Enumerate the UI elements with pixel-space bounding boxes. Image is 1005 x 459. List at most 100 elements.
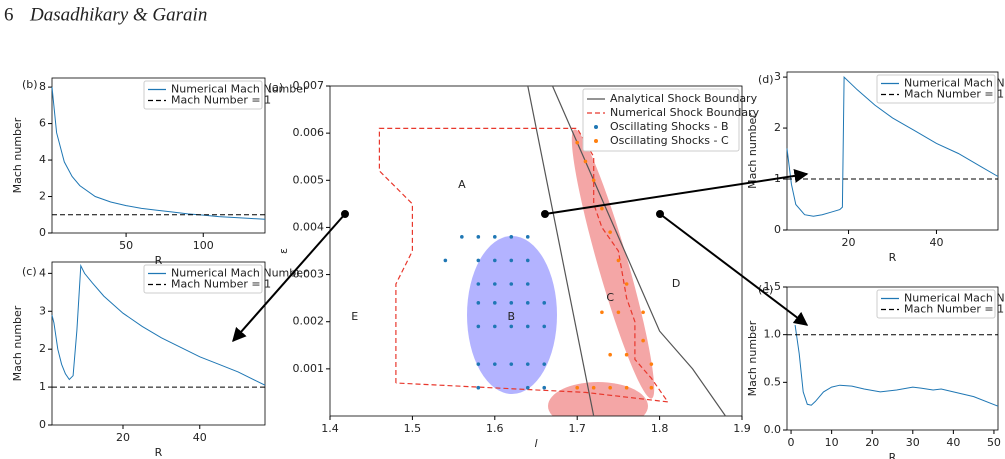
x-axis-label: R [889, 251, 897, 264]
x-tick-label: 1.7 [568, 422, 586, 435]
x-tick-label: 40 [929, 236, 943, 249]
point [600, 310, 604, 315]
point [509, 324, 514, 329]
point [476, 235, 481, 239]
region-label: D [672, 277, 680, 290]
panel-label: (d) [758, 73, 774, 86]
panel-label: (b) [22, 78, 38, 91]
regions [467, 129, 655, 416]
y-tick-label: 1 [39, 380, 46, 393]
point [575, 385, 579, 390]
series-line [51, 87, 266, 220]
region-label: C [606, 291, 614, 304]
y-tick-label: 2 [774, 121, 781, 134]
legend-label: Mach Number = 1 [904, 303, 1004, 316]
series-line [527, 85, 726, 417]
point [525, 385, 530, 390]
y-tick-label: 3 [774, 70, 781, 83]
x-tick-label: 0 [788, 436, 795, 449]
point [608, 230, 612, 234]
running-head: Dasadhikary & Garain [29, 4, 207, 25]
point [542, 324, 547, 329]
x-tick-label: 20 [842, 236, 856, 249]
region-c-low [548, 382, 648, 416]
x-tick-label: 50 [119, 239, 133, 252]
region-b [467, 236, 557, 394]
arrow [232, 213, 346, 343]
y-axis-label: Mach number [11, 305, 24, 381]
legend-label: Mach Number = 1 [171, 278, 271, 291]
point [493, 258, 497, 263]
legend-box [143, 80, 263, 110]
x-axis-label: R [155, 446, 163, 459]
legend-box [876, 289, 996, 319]
point [493, 282, 497, 286]
point [624, 385, 629, 390]
point [591, 178, 596, 183]
legend-label: Numerical Mach Number [904, 77, 1005, 90]
point [641, 338, 645, 343]
point [493, 324, 497, 329]
point [493, 362, 497, 366]
plot-frame [329, 85, 743, 417]
point [608, 385, 612, 390]
y-tick-label: 3 [39, 304, 46, 317]
y-tick-label: 4 [39, 153, 46, 166]
point [476, 301, 481, 305]
region-c [571, 129, 655, 399]
panel-label: (a) [268, 81, 283, 94]
point [509, 258, 514, 263]
y-tick-label: 2 [39, 190, 46, 203]
x-tick-label: 100 [193, 239, 214, 252]
point [525, 282, 530, 286]
point [493, 301, 497, 305]
arrow [659, 213, 809, 326]
y-tick-label: 0.003 [293, 268, 325, 281]
point [583, 159, 588, 164]
point [476, 282, 481, 286]
x-tick-label: 1.9 [733, 422, 751, 435]
point [624, 352, 629, 357]
point [542, 385, 547, 390]
point [649, 385, 654, 390]
point [616, 258, 621, 263]
y-tick-label: 0.007 [293, 79, 325, 92]
y-tick-label: 0 [774, 223, 781, 236]
page-number: 6 [4, 4, 14, 25]
point [542, 301, 547, 305]
region-label: A [458, 178, 466, 191]
series-line [794, 325, 999, 407]
x-tick-label: 1.5 [404, 422, 422, 435]
point [460, 235, 464, 239]
x-tick-label: 20 [865, 436, 879, 449]
point [509, 282, 514, 286]
point [443, 258, 448, 263]
point [509, 301, 514, 305]
point [624, 282, 629, 286]
point [509, 235, 514, 239]
point [525, 324, 530, 329]
x-tick-label: 40 [193, 431, 207, 444]
x-tick-label: 20 [116, 431, 130, 444]
y-tick-label: 4 [39, 266, 46, 279]
point [616, 310, 621, 315]
y-tick-label: 0.005 [293, 173, 325, 186]
point [591, 385, 596, 390]
y-tick-label: 1.0 [764, 328, 782, 341]
x-tick-label: 1.4 [321, 422, 339, 435]
point [476, 362, 481, 366]
panel-label: (c) [22, 265, 37, 278]
legend-label: Numerical Shock Boundary [610, 106, 760, 119]
arrow [544, 168, 809, 215]
panel-label: (e) [758, 283, 773, 296]
legend-label: Numerical Mach Number [171, 267, 308, 280]
y-tick-label: 0.002 [293, 315, 325, 328]
point [525, 362, 530, 366]
y-tick-label: 0.004 [293, 220, 325, 233]
x-axis-label: R [889, 451, 897, 459]
series-line [378, 127, 670, 403]
legend-label: Numerical Mach Number [171, 83, 308, 96]
x-axis-label: l [534, 437, 537, 450]
